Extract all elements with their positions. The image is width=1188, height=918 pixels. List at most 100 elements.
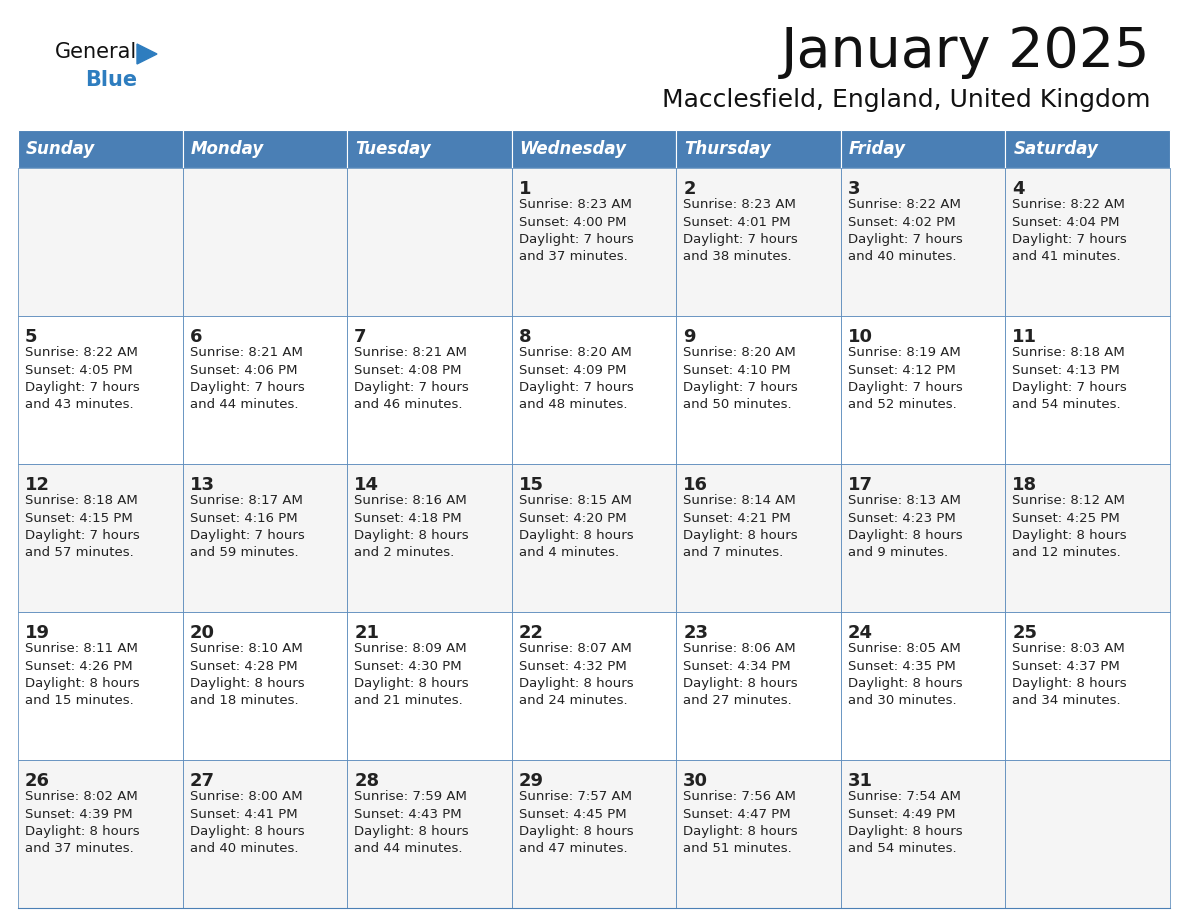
- Text: 9: 9: [683, 328, 696, 346]
- Text: Sunrise: 8:20 AM
Sunset: 4:10 PM
Daylight: 7 hours
and 50 minutes.: Sunrise: 8:20 AM Sunset: 4:10 PM Dayligh…: [683, 346, 798, 411]
- Text: Sunrise: 8:11 AM
Sunset: 4:26 PM
Daylight: 8 hours
and 15 minutes.: Sunrise: 8:11 AM Sunset: 4:26 PM Dayligh…: [25, 642, 140, 708]
- Text: Sunrise: 8:17 AM
Sunset: 4:16 PM
Daylight: 7 hours
and 59 minutes.: Sunrise: 8:17 AM Sunset: 4:16 PM Dayligh…: [190, 494, 304, 559]
- Text: Wednesday: Wednesday: [519, 140, 627, 158]
- Text: General: General: [55, 42, 138, 62]
- Bar: [512, 464, 676, 612]
- Bar: [1005, 168, 1170, 316]
- Text: Saturday: Saturday: [1013, 140, 1098, 158]
- Text: 16: 16: [683, 476, 708, 494]
- Text: Sunrise: 8:02 AM
Sunset: 4:39 PM
Daylight: 8 hours
and 37 minutes.: Sunrise: 8:02 AM Sunset: 4:39 PM Dayligh…: [25, 790, 140, 856]
- Text: Sunrise: 7:59 AM
Sunset: 4:43 PM
Daylight: 8 hours
and 44 minutes.: Sunrise: 7:59 AM Sunset: 4:43 PM Dayligh…: [354, 790, 469, 856]
- Text: Sunrise: 8:14 AM
Sunset: 4:21 PM
Daylight: 8 hours
and 7 minutes.: Sunrise: 8:14 AM Sunset: 4:21 PM Dayligh…: [683, 494, 798, 559]
- Bar: [183, 760, 347, 908]
- Text: Friday: Friday: [849, 140, 906, 158]
- Text: 12: 12: [25, 476, 50, 494]
- Text: 31: 31: [848, 772, 873, 790]
- Text: Sunrise: 8:22 AM
Sunset: 4:04 PM
Daylight: 7 hours
and 41 minutes.: Sunrise: 8:22 AM Sunset: 4:04 PM Dayligh…: [1012, 198, 1127, 263]
- Text: Sunrise: 7:54 AM
Sunset: 4:49 PM
Daylight: 8 hours
and 54 minutes.: Sunrise: 7:54 AM Sunset: 4:49 PM Dayligh…: [848, 790, 962, 856]
- Text: Sunrise: 7:57 AM
Sunset: 4:45 PM
Daylight: 8 hours
and 47 minutes.: Sunrise: 7:57 AM Sunset: 4:45 PM Dayligh…: [519, 790, 633, 856]
- Text: 30: 30: [683, 772, 708, 790]
- Bar: [841, 316, 1005, 464]
- Bar: [676, 168, 841, 316]
- Text: Sunrise: 8:22 AM
Sunset: 4:05 PM
Daylight: 7 hours
and 43 minutes.: Sunrise: 8:22 AM Sunset: 4:05 PM Dayligh…: [25, 346, 140, 411]
- Text: Blue: Blue: [86, 70, 137, 90]
- Bar: [183, 130, 347, 168]
- Text: Sunrise: 8:10 AM
Sunset: 4:28 PM
Daylight: 8 hours
and 18 minutes.: Sunrise: 8:10 AM Sunset: 4:28 PM Dayligh…: [190, 642, 304, 708]
- Bar: [347, 168, 512, 316]
- Text: 15: 15: [519, 476, 544, 494]
- Bar: [676, 130, 841, 168]
- Bar: [676, 612, 841, 760]
- Bar: [183, 316, 347, 464]
- Text: 28: 28: [354, 772, 379, 790]
- Bar: [18, 464, 183, 612]
- Bar: [512, 130, 676, 168]
- Text: Sunrise: 8:16 AM
Sunset: 4:18 PM
Daylight: 8 hours
and 2 minutes.: Sunrise: 8:16 AM Sunset: 4:18 PM Dayligh…: [354, 494, 469, 559]
- Text: Sunrise: 8:15 AM
Sunset: 4:20 PM
Daylight: 8 hours
and 4 minutes.: Sunrise: 8:15 AM Sunset: 4:20 PM Dayligh…: [519, 494, 633, 559]
- Text: Sunrise: 8:23 AM
Sunset: 4:00 PM
Daylight: 7 hours
and 37 minutes.: Sunrise: 8:23 AM Sunset: 4:00 PM Dayligh…: [519, 198, 633, 263]
- Bar: [1005, 760, 1170, 908]
- Text: Sunrise: 8:13 AM
Sunset: 4:23 PM
Daylight: 8 hours
and 9 minutes.: Sunrise: 8:13 AM Sunset: 4:23 PM Dayligh…: [848, 494, 962, 559]
- Bar: [18, 760, 183, 908]
- Text: 4: 4: [1012, 180, 1025, 198]
- Bar: [183, 612, 347, 760]
- Text: Sunrise: 8:03 AM
Sunset: 4:37 PM
Daylight: 8 hours
and 34 minutes.: Sunrise: 8:03 AM Sunset: 4:37 PM Dayligh…: [1012, 642, 1127, 708]
- Text: 14: 14: [354, 476, 379, 494]
- Bar: [347, 130, 512, 168]
- Bar: [512, 316, 676, 464]
- Bar: [347, 612, 512, 760]
- Bar: [841, 612, 1005, 760]
- Bar: [676, 760, 841, 908]
- Text: 13: 13: [190, 476, 215, 494]
- Text: Macclesfield, England, United Kingdom: Macclesfield, England, United Kingdom: [662, 88, 1150, 112]
- Text: Tuesday: Tuesday: [355, 140, 431, 158]
- Text: 19: 19: [25, 624, 50, 642]
- Text: Sunrise: 8:22 AM
Sunset: 4:02 PM
Daylight: 7 hours
and 40 minutes.: Sunrise: 8:22 AM Sunset: 4:02 PM Dayligh…: [848, 198, 962, 263]
- Text: 23: 23: [683, 624, 708, 642]
- Bar: [841, 760, 1005, 908]
- Text: 3: 3: [848, 180, 860, 198]
- Text: 6: 6: [190, 328, 202, 346]
- Text: Sunrise: 8:09 AM
Sunset: 4:30 PM
Daylight: 8 hours
and 21 minutes.: Sunrise: 8:09 AM Sunset: 4:30 PM Dayligh…: [354, 642, 469, 708]
- Bar: [347, 760, 512, 908]
- Text: 29: 29: [519, 772, 544, 790]
- Bar: [676, 464, 841, 612]
- Text: Sunrise: 8:18 AM
Sunset: 4:15 PM
Daylight: 7 hours
and 57 minutes.: Sunrise: 8:18 AM Sunset: 4:15 PM Dayligh…: [25, 494, 140, 559]
- Bar: [347, 464, 512, 612]
- Bar: [512, 760, 676, 908]
- Text: Sunrise: 8:23 AM
Sunset: 4:01 PM
Daylight: 7 hours
and 38 minutes.: Sunrise: 8:23 AM Sunset: 4:01 PM Dayligh…: [683, 198, 798, 263]
- Bar: [512, 612, 676, 760]
- Bar: [676, 316, 841, 464]
- Text: 27: 27: [190, 772, 215, 790]
- Text: Sunday: Sunday: [26, 140, 95, 158]
- Text: Sunrise: 8:21 AM
Sunset: 4:06 PM
Daylight: 7 hours
and 44 minutes.: Sunrise: 8:21 AM Sunset: 4:06 PM Dayligh…: [190, 346, 304, 411]
- Bar: [18, 612, 183, 760]
- Text: 2: 2: [683, 180, 696, 198]
- Text: 20: 20: [190, 624, 215, 642]
- Text: 24: 24: [848, 624, 873, 642]
- Text: 25: 25: [1012, 624, 1037, 642]
- Text: Sunrise: 8:06 AM
Sunset: 4:34 PM
Daylight: 8 hours
and 27 minutes.: Sunrise: 8:06 AM Sunset: 4:34 PM Dayligh…: [683, 642, 798, 708]
- Bar: [347, 316, 512, 464]
- Bar: [1005, 612, 1170, 760]
- Text: 17: 17: [848, 476, 873, 494]
- Bar: [1005, 316, 1170, 464]
- Text: Sunrise: 8:19 AM
Sunset: 4:12 PM
Daylight: 7 hours
and 52 minutes.: Sunrise: 8:19 AM Sunset: 4:12 PM Dayligh…: [848, 346, 962, 411]
- Text: Thursday: Thursday: [684, 140, 771, 158]
- Text: 21: 21: [354, 624, 379, 642]
- Text: Sunrise: 8:12 AM
Sunset: 4:25 PM
Daylight: 8 hours
and 12 minutes.: Sunrise: 8:12 AM Sunset: 4:25 PM Dayligh…: [1012, 494, 1127, 559]
- Bar: [1005, 130, 1170, 168]
- Text: January 2025: January 2025: [781, 25, 1150, 79]
- Text: 26: 26: [25, 772, 50, 790]
- Bar: [841, 464, 1005, 612]
- Bar: [841, 130, 1005, 168]
- Text: 10: 10: [848, 328, 873, 346]
- Text: 22: 22: [519, 624, 544, 642]
- Text: Sunrise: 7:56 AM
Sunset: 4:47 PM
Daylight: 8 hours
and 51 minutes.: Sunrise: 7:56 AM Sunset: 4:47 PM Dayligh…: [683, 790, 798, 856]
- Bar: [18, 168, 183, 316]
- Text: 11: 11: [1012, 328, 1037, 346]
- Bar: [18, 130, 183, 168]
- Bar: [183, 168, 347, 316]
- Bar: [512, 168, 676, 316]
- Text: 7: 7: [354, 328, 367, 346]
